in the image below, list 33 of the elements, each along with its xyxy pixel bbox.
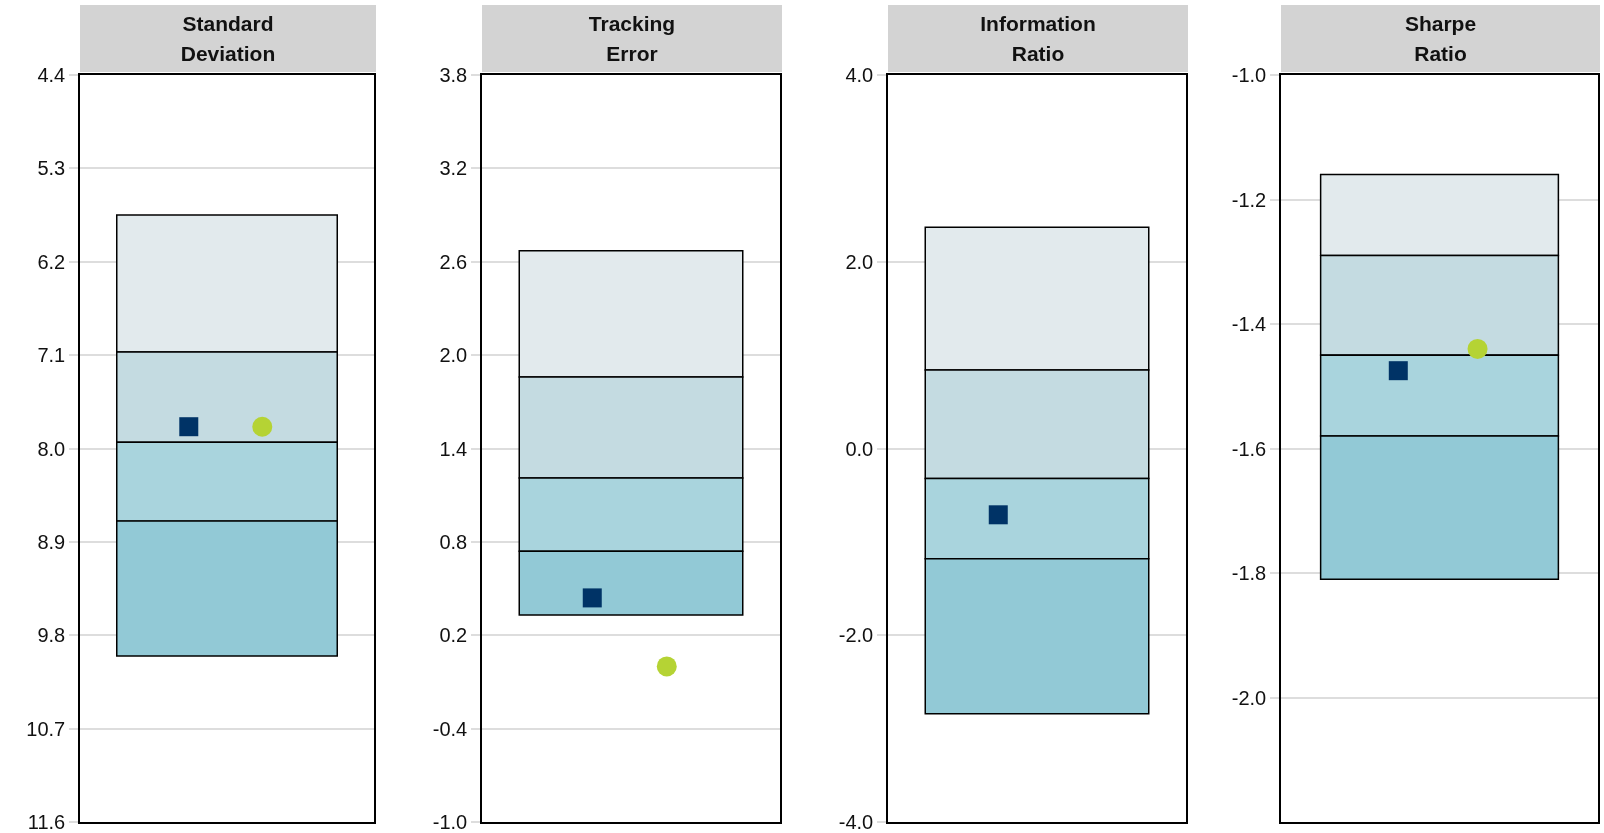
y-tick-label: -1.0 bbox=[1231, 64, 1267, 86]
y-tick-label: 5.3 bbox=[37, 157, 66, 180]
y-tick-label: -2.0 bbox=[1231, 686, 1267, 709]
y-tick-label: 6.2 bbox=[37, 250, 66, 273]
y-tick-label: 10.7 bbox=[26, 717, 66, 740]
y-tick-label: -0.4 bbox=[432, 717, 468, 740]
y-tick-label: 3.2 bbox=[439, 157, 468, 180]
y-tick-label: -4.0 bbox=[838, 811, 874, 833]
y-tick-label: 11.6 bbox=[27, 811, 66, 833]
y-tick-label: -1.4 bbox=[1231, 313, 1267, 335]
y-tick-label: 4.0 bbox=[845, 64, 874, 86]
y-tick-label: 0.0 bbox=[845, 437, 874, 460]
y-tick-label: -1.0 bbox=[432, 811, 468, 833]
chart-title: Sharpe Ratio bbox=[1281, 5, 1600, 72]
y-tick-label: 2.0 bbox=[439, 344, 468, 367]
y-tick-label: 8.9 bbox=[37, 530, 66, 553]
y-tick-label: 9.8 bbox=[37, 624, 66, 647]
y-tick-label: 2.0 bbox=[845, 250, 874, 273]
y-tick-label: -1.2 bbox=[1231, 188, 1267, 211]
y-tick-label: 2.6 bbox=[439, 250, 468, 273]
y-tick-label: 3.8 bbox=[439, 64, 468, 86]
y-tick-label: 8.0 bbox=[37, 437, 66, 460]
y-tick-label: 7.1 bbox=[37, 344, 66, 367]
y-tick-label: 4.4 bbox=[37, 64, 66, 86]
chart-title: Information Ratio bbox=[888, 5, 1188, 72]
y-tick-label: 0.8 bbox=[439, 530, 468, 553]
y-tick-label: -1.8 bbox=[1231, 562, 1267, 584]
y-tick-label: 0.2 bbox=[439, 624, 468, 647]
chart-title: Tracking Error bbox=[482, 5, 782, 72]
y-tick-label: -2.0 bbox=[838, 624, 874, 647]
y-tick-label: 1.4 bbox=[439, 437, 468, 460]
chart-title: Standard Deviation bbox=[80, 5, 376, 72]
y-tick-label: -1.6 bbox=[1231, 437, 1267, 460]
